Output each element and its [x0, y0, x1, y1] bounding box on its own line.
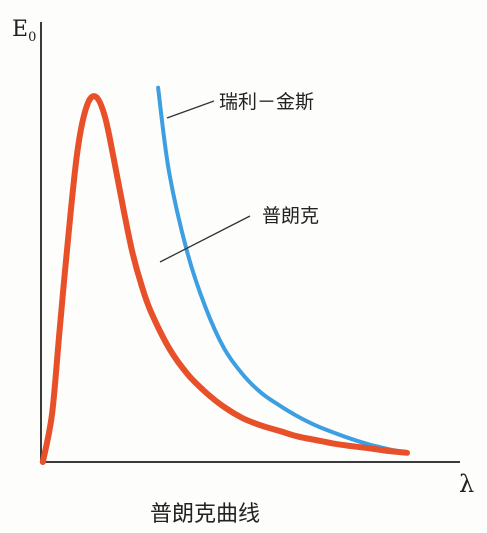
planck-curve — [39, 93, 410, 465]
series-layer — [39, 85, 410, 465]
rayleigh-jeans-label: 瑞利－金斯 — [219, 91, 314, 113]
chart-title: 普朗克曲线 — [150, 502, 260, 527]
x-axis-label: λ — [459, 470, 474, 498]
planck-leader-line — [159, 215, 251, 263]
rayleigh-jeans-curve — [156, 85, 409, 455]
rayleigh-jeans-leader-line — [166, 100, 215, 119]
planck-label: 普朗克 — [262, 205, 319, 227]
y-axis-label: E0 — [12, 17, 36, 45]
